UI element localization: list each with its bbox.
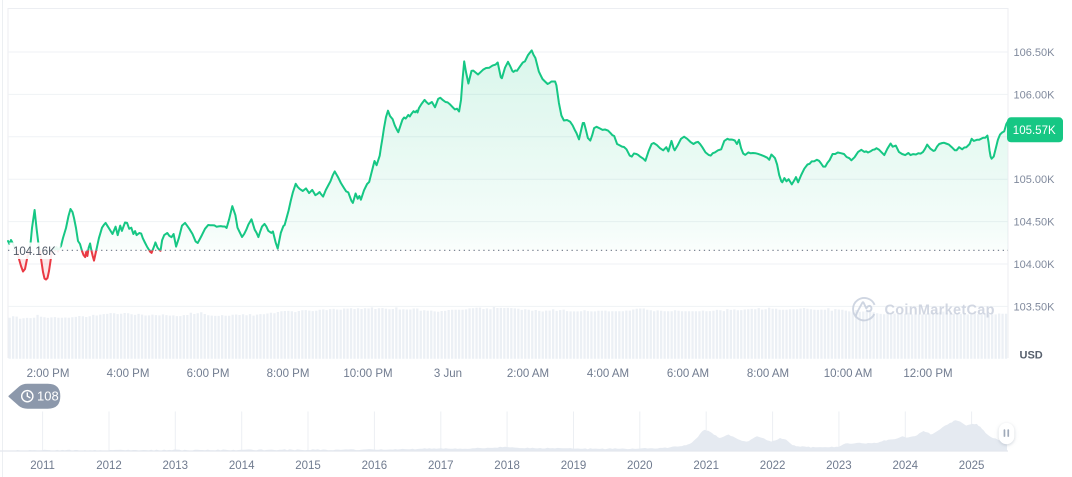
svg-text:108: 108 [37, 389, 59, 404]
svg-text:2011: 2011 [30, 460, 55, 472]
svg-text:105.00K: 105.00K [1014, 174, 1056, 186]
svg-text:6:00 AM: 6:00 AM [667, 368, 709, 380]
svg-text:USD: USD [1020, 350, 1043, 362]
svg-text:10:00 AM: 10:00 AM [824, 368, 873, 380]
svg-text:2015: 2015 [295, 460, 321, 472]
svg-text:103.50K: 103.50K [1014, 301, 1056, 313]
svg-text:2:00 AM: 2:00 AM [507, 368, 549, 380]
svg-text:104.00K: 104.00K [1014, 259, 1056, 271]
svg-text:2016: 2016 [362, 460, 388, 472]
svg-text:2023: 2023 [826, 460, 852, 472]
svg-text:2019: 2019 [561, 460, 587, 472]
svg-text:2020: 2020 [627, 460, 653, 472]
svg-text:2024: 2024 [893, 460, 919, 472]
svg-text:6:00 PM: 6:00 PM [187, 368, 230, 380]
svg-text:CoinMarketCap: CoinMarketCap [885, 303, 995, 319]
svg-text:106.00K: 106.00K [1014, 89, 1056, 101]
svg-text:2021: 2021 [693, 460, 719, 472]
svg-text:10:00 PM: 10:00 PM [343, 368, 392, 380]
svg-text:8:00 PM: 8:00 PM [267, 368, 310, 380]
svg-text:4:00 PM: 4:00 PM [107, 368, 150, 380]
svg-text:2012: 2012 [96, 460, 122, 472]
svg-text:2022: 2022 [760, 460, 786, 472]
svg-text:12:00 PM: 12:00 PM [903, 368, 952, 380]
svg-text:104.50K: 104.50K [1014, 217, 1056, 229]
svg-text:2014: 2014 [229, 460, 255, 472]
svg-text:2018: 2018 [494, 460, 520, 472]
svg-text:2017: 2017 [428, 460, 454, 472]
svg-text:2013: 2013 [163, 460, 189, 472]
svg-text:3 Jun: 3 Jun [434, 368, 462, 380]
svg-text:2:00 PM: 2:00 PM [27, 368, 70, 380]
svg-text:2025: 2025 [959, 460, 985, 472]
svg-text:8:00 AM: 8:00 AM [747, 368, 789, 380]
svg-text:4:00 AM: 4:00 AM [587, 368, 629, 380]
svg-text:104.16K: 104.16K [13, 246, 56, 258]
svg-text:105.57K: 105.57K [1013, 125, 1056, 137]
svg-text:106.50K: 106.50K [1014, 47, 1056, 59]
